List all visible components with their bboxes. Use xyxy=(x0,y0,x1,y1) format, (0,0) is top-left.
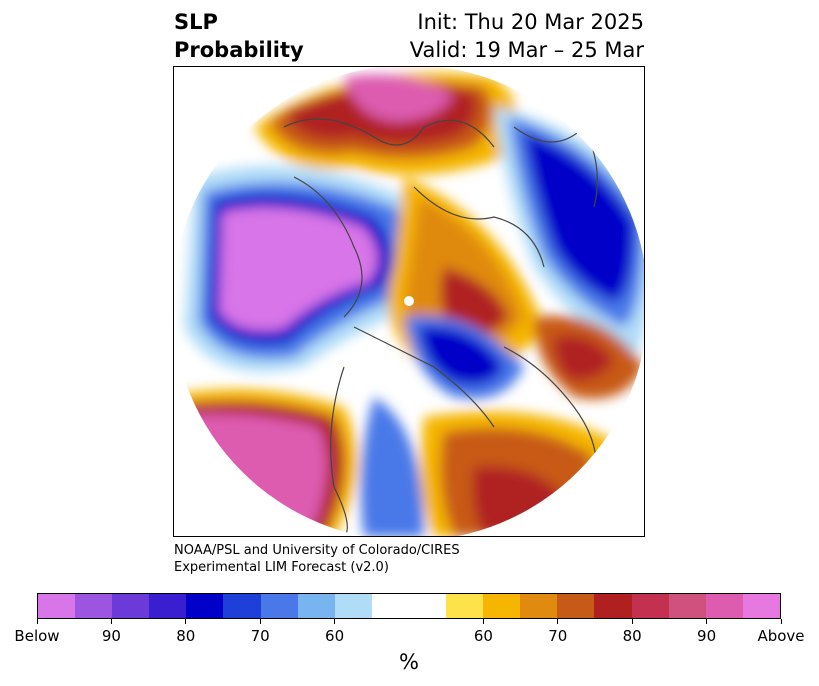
colorbar-swatch xyxy=(446,594,484,618)
colorbar-tick-label: 60 xyxy=(473,627,493,645)
forecast-dates: Init: Thu 20 Mar 2025 Valid: 19 Mar – 25… xyxy=(410,8,644,64)
colorbar-swatch xyxy=(742,594,780,618)
valid-range: Valid: 19 Mar – 25 Mar xyxy=(409,38,644,62)
colorbar-swatch xyxy=(297,594,335,618)
colorbar-unit: % xyxy=(399,650,419,674)
colorbar-swatch xyxy=(520,594,558,618)
credit: NOAA/PSL and University of Colorado/CIRE… xyxy=(174,542,460,576)
credit-line-2: Experimental LIM Forecast (v2.0) xyxy=(174,560,389,575)
colorbar-tick-label: 70 xyxy=(548,627,568,645)
colorbar-swatch xyxy=(186,594,224,618)
title-line-2: Probability xyxy=(174,38,304,62)
probability-map-svg xyxy=(174,67,644,536)
colorbar-tick-label: Above xyxy=(757,627,805,645)
probability-field xyxy=(174,67,644,536)
colorbar-swatch xyxy=(75,594,113,618)
colorbar-swatch xyxy=(668,594,706,618)
colorbar-swatch xyxy=(483,594,521,618)
colorbar-swatch xyxy=(38,594,76,618)
colorbar-swatch xyxy=(631,594,669,618)
colorbar xyxy=(37,593,781,619)
title-line-1: SLP xyxy=(174,10,218,34)
colorbar-tick-label: 90 xyxy=(101,627,121,645)
colorbar-swatch xyxy=(594,594,632,618)
colorbar-swatch xyxy=(149,594,187,618)
colorbar-swatch xyxy=(705,594,743,618)
polar-map xyxy=(173,66,645,537)
colorbar-tick-label: 80 xyxy=(622,627,642,645)
colorbar-tick-label: 70 xyxy=(250,627,270,645)
colorbar-tick-label: 80 xyxy=(176,627,196,645)
colorbar-tickmark xyxy=(36,619,38,624)
colorbar-tickmark xyxy=(706,619,708,624)
colorbar-tickmark xyxy=(259,619,261,624)
colorbar-tickmark xyxy=(780,619,782,624)
colorbar-tickmark xyxy=(185,619,187,624)
credit-line-1: NOAA/PSL and University of Colorado/CIRE… xyxy=(174,543,460,558)
north-pole-marker xyxy=(404,296,414,306)
colorbar-tick-label: Below xyxy=(14,627,60,645)
colorbar-tickmark xyxy=(482,619,484,624)
colorbar-tickmark xyxy=(110,619,112,624)
colorbar-swatch xyxy=(408,594,447,618)
colorbar-tickmark xyxy=(557,619,559,624)
colorbar-swatch xyxy=(223,594,261,618)
colorbar-tick-label: 90 xyxy=(697,627,717,645)
init-date: Init: Thu 20 Mar 2025 xyxy=(417,10,644,34)
map-title: SLP Probability xyxy=(174,8,304,64)
colorbar-swatch xyxy=(557,594,595,618)
colorbar-tickmark xyxy=(334,619,336,624)
colorbar-swatch xyxy=(112,594,150,618)
region-below-namerica xyxy=(360,397,424,536)
colorbar-tick-label: 60 xyxy=(325,627,345,645)
colorbar-swatch xyxy=(260,594,298,618)
colorbar-tickmark xyxy=(631,619,633,624)
colorbar-swatch xyxy=(334,594,372,618)
colorbar-swatch xyxy=(371,594,409,618)
